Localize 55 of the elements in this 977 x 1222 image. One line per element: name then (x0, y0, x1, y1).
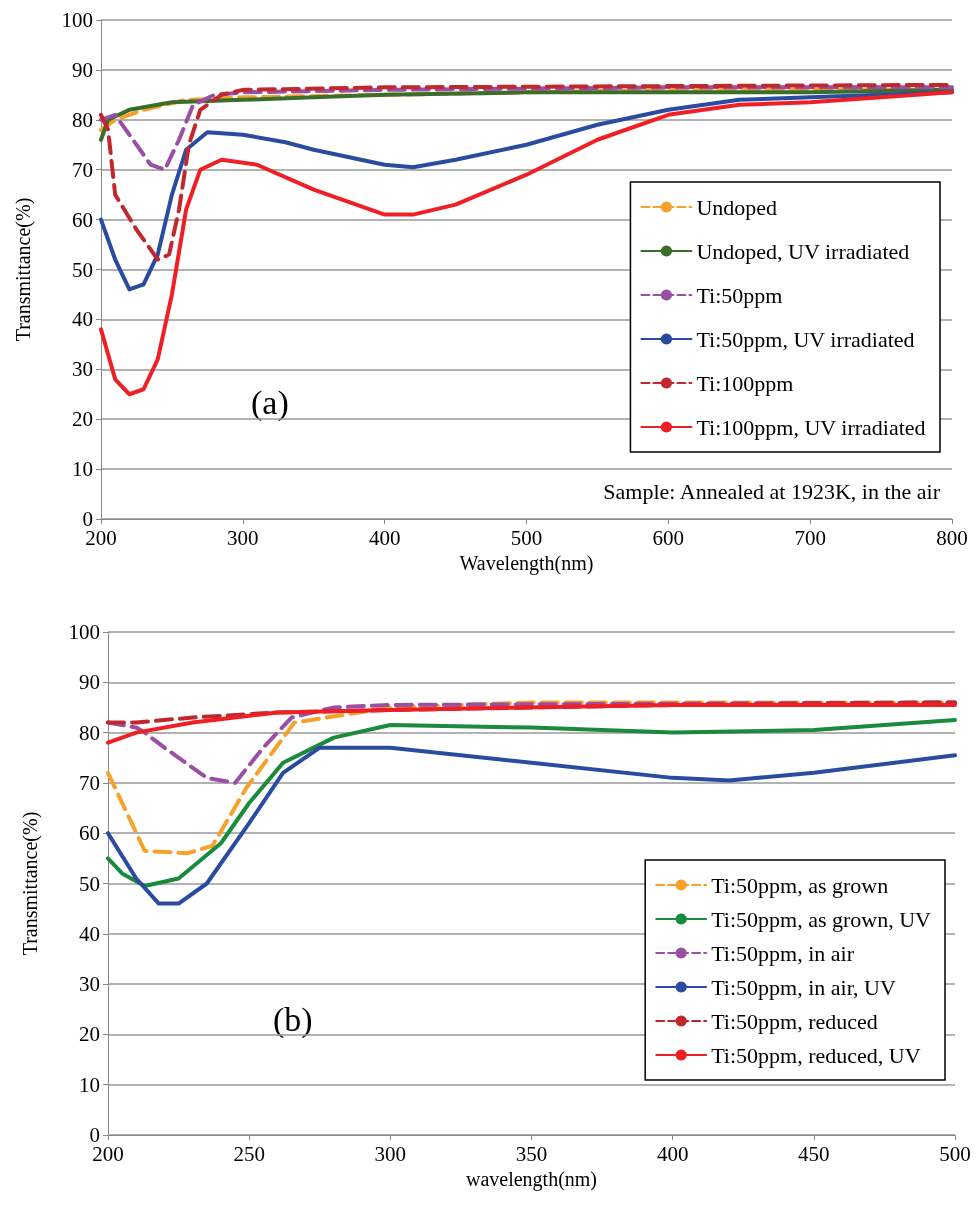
x-tick-label: 250 (233, 1141, 265, 1166)
y-tick-label: 40 (79, 921, 100, 946)
y-tick-label: 80 (79, 720, 100, 745)
y-tick-label: 20 (72, 407, 93, 432)
annotation: Sample: Annealed at 1923K, in the air (603, 478, 941, 504)
annotation: (a) (251, 383, 289, 422)
legend-label: Ti:50ppm, as grown, UV (711, 906, 932, 932)
y-tick-label: 50 (79, 871, 100, 896)
line-series (99, 87, 954, 142)
y-tick-label: 60 (72, 207, 93, 232)
line-series (106, 702, 957, 745)
y-tick-label: 20 (79, 1022, 100, 1047)
legend-label: Ti:50ppm, reduced (711, 1008, 878, 1034)
legend-label: Ti:50ppm (696, 282, 783, 308)
y-tick-label: 30 (79, 972, 100, 997)
x-tick-label: 500 (510, 525, 543, 550)
y-tick-label: 70 (72, 157, 93, 182)
x-tick-label: 600 (652, 525, 685, 550)
x-tick-label: 400 (368, 525, 401, 550)
legend-label: Ti:100ppm (696, 370, 794, 396)
legend-label: Ti:50ppm, as grown (711, 872, 889, 898)
x-tick-label: 700 (794, 525, 826, 550)
x-tick-label: 300 (227, 525, 259, 550)
y-tick-label: 10 (72, 457, 93, 482)
x-tick-label: 350 (515, 1141, 548, 1166)
line-series (99, 85, 954, 172)
legend-label: Ti:50ppm, in air, UV (711, 974, 897, 1000)
x-axis-title: wavelength(nm) (465, 1168, 598, 1191)
y-tick-label: 90 (72, 57, 93, 82)
x-axis-title: Wavelength(nm) (459, 552, 594, 575)
x-tick-label: 450 (798, 1141, 830, 1166)
y-tick-label: 70 (79, 770, 100, 795)
y-tick-label: 100 (61, 8, 93, 32)
y-tick-label: 60 (79, 821, 100, 846)
y-tick-label: 80 (72, 107, 93, 132)
x-tick-label: 300 (374, 1141, 407, 1166)
legend-label: Ti:50ppm, UV irradiated (696, 326, 915, 352)
y-axis-title: Transmittance(%) (19, 811, 42, 956)
legend-label: Undoped (696, 194, 778, 220)
legend-label: Ti:100ppm, UV irradiated (696, 414, 926, 440)
y-tick-label: 10 (79, 1072, 100, 1097)
legend-label: Ti:50ppm, reduced, UV (711, 1042, 921, 1068)
line-series (106, 745, 957, 906)
annotation: (b) (273, 1000, 313, 1039)
x-tick-label: 800 (936, 525, 968, 550)
x-tick-label: 400 (656, 1141, 689, 1166)
y-tick-label: 40 (72, 307, 93, 332)
legend-label: Ti:50ppm, in air (711, 940, 855, 966)
y-axis-title: Transmittance(%) (12, 197, 35, 342)
y-tick-label: 50 (72, 257, 93, 282)
y-tick-label: 30 (72, 357, 93, 382)
legend-label: Undoped, UV irradiated (696, 238, 910, 264)
x-tick-label: 500 (939, 1141, 971, 1166)
y-tick-label: 90 (79, 670, 100, 695)
y-tick-label: 100 (68, 620, 100, 644)
